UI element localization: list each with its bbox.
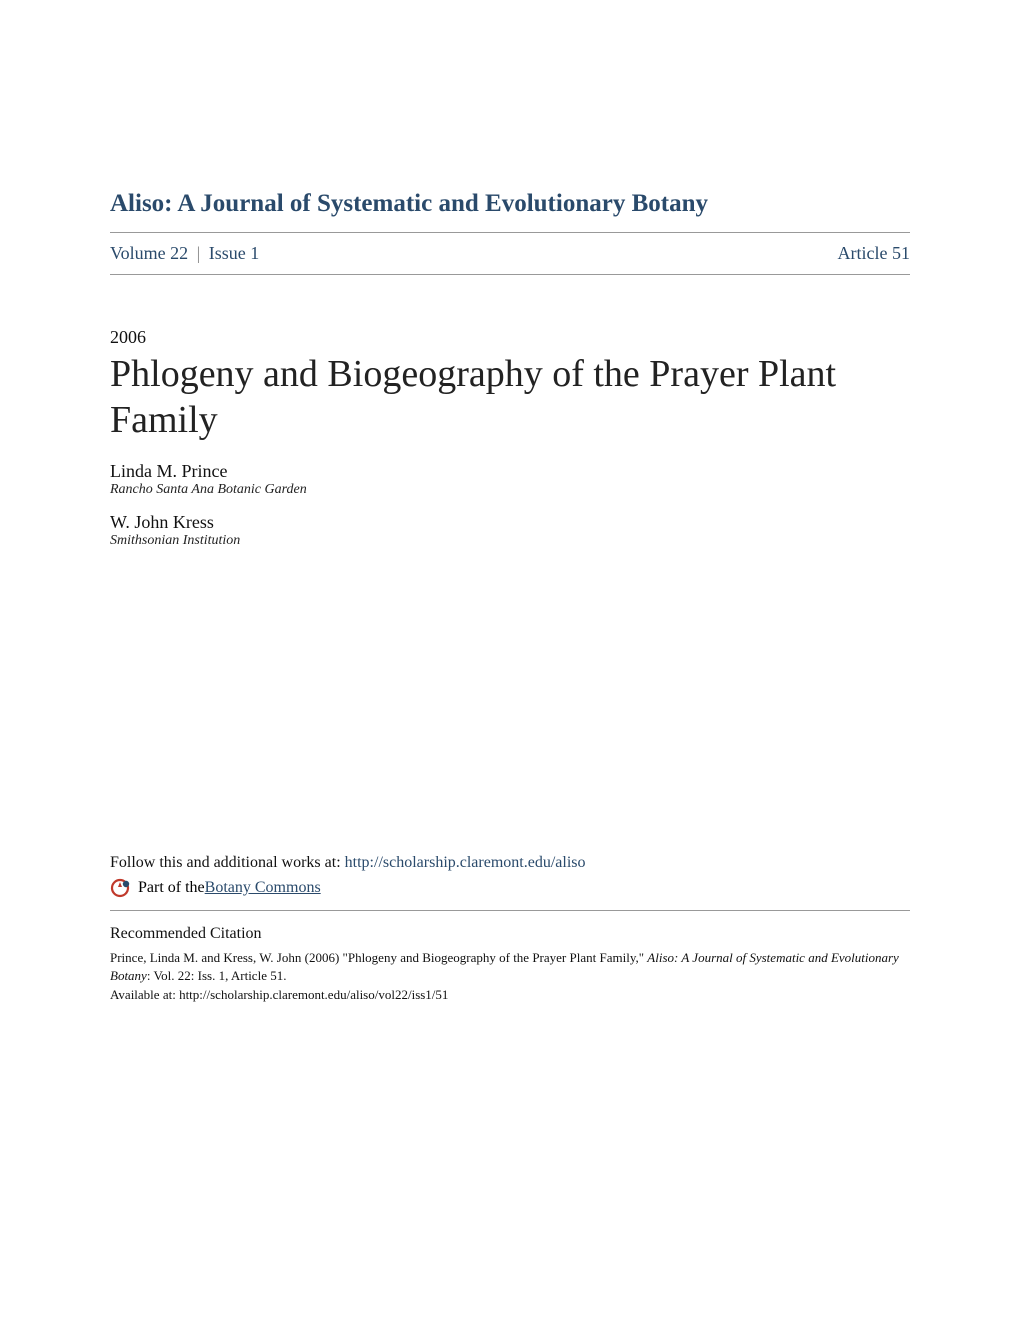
- author-affiliation: Smithsonian Institution: [110, 533, 910, 549]
- divider-bottom: [110, 274, 910, 275]
- author-name: Linda M. Prince: [110, 461, 910, 482]
- follow-prefix: Follow this and additional works at:: [110, 854, 345, 871]
- commons-row: Part of the Botany Commons: [110, 878, 910, 898]
- publication-year: 2006: [110, 327, 910, 348]
- volume-issue-row: Volume 22 | Issue 1 Article 51: [110, 233, 910, 274]
- citation-line1-prefix: Prince, Linda M. and Kress, W. John (200…: [110, 950, 647, 965]
- citation-line1-suffix: : Vol. 22: Iss. 1, Article 51.: [147, 968, 287, 983]
- author-block-2: W. John Kress Smithsonian Institution: [110, 512, 910, 549]
- article-number: Article 51: [838, 243, 910, 264]
- author-affiliation: Rancho Santa Ana Botanic Garden: [110, 482, 910, 498]
- botany-commons-link[interactable]: Botany Commons: [205, 879, 321, 897]
- follow-section: Follow this and additional works at: htt…: [110, 854, 910, 1004]
- journal-title-link[interactable]: Aliso: A Journal of Systematic and Evolu…: [110, 190, 708, 217]
- article-number-link[interactable]: Article 51: [838, 243, 910, 263]
- citation-body: Prince, Linda M. and Kress, W. John (200…: [110, 949, 910, 1004]
- citation-heading: Recommended Citation: [110, 925, 910, 943]
- follow-text-row: Follow this and additional works at: htt…: [110, 854, 910, 872]
- commons-prefix: Part of the: [138, 879, 205, 897]
- volume-link[interactable]: Volume 22: [110, 243, 188, 263]
- author-block-1: Linda M. Prince Rancho Santa Ana Botanic…: [110, 461, 910, 498]
- issue-link[interactable]: Issue 1: [209, 243, 260, 263]
- article-title: Phlogeny and Biogeography of the Prayer …: [110, 352, 910, 443]
- volume-issue-group: Volume 22 | Issue 1: [110, 243, 259, 264]
- pipe-separator: |: [197, 243, 201, 263]
- divider-citation: [110, 910, 910, 911]
- journal-title: Aliso: A Journal of Systematic and Evolu…: [110, 190, 910, 218]
- author-name: W. John Kress: [110, 512, 910, 533]
- follow-works-link[interactable]: http://scholarship.claremont.edu/aliso: [345, 854, 586, 871]
- citation-section: Recommended Citation Prince, Linda M. an…: [110, 925, 910, 1004]
- network-icon: [110, 878, 130, 898]
- citation-available: Available at: http://scholarship.claremo…: [110, 987, 448, 1002]
